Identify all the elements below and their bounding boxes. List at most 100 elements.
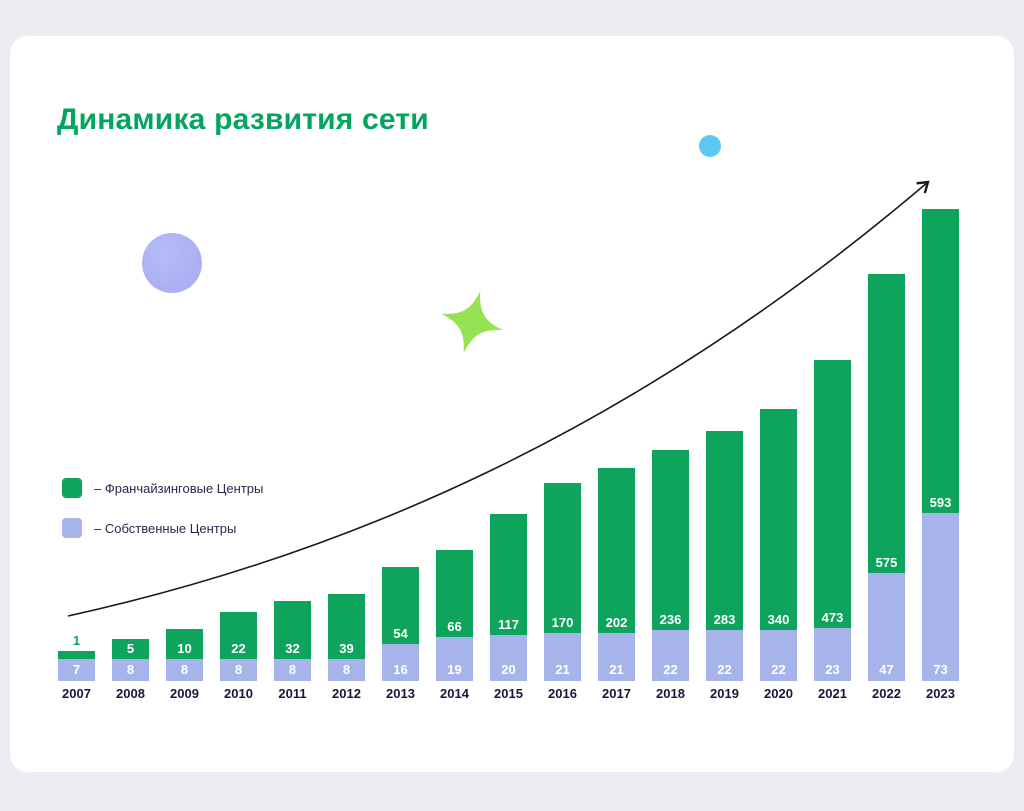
- franchise-value-label: 1: [72, 633, 81, 648]
- bar-2012: 39 8 2012: [328, 594, 365, 701]
- own-value-label: 22: [717, 662, 732, 677]
- franchise-value-label: 575: [875, 554, 898, 570]
- bar-2016: 170 21 2016: [544, 483, 581, 701]
- bar-2017: 202 21 2017: [598, 467, 635, 701]
- chart-card: Динамика развития сети – Франчайзинговые…: [10, 36, 1014, 772]
- own-bar-segment: 23: [814, 628, 851, 681]
- year-label: 2023: [926, 686, 955, 701]
- own-value-label: 20: [501, 662, 516, 677]
- own-bar-segment: 8: [220, 659, 257, 681]
- franchise-bar-segment: [544, 483, 581, 633]
- bar-2010: 22 8 2010: [220, 612, 257, 701]
- franchise-value-label: 236: [659, 612, 682, 628]
- own-value-label: 8: [180, 662, 189, 677]
- franchise-bar-segment: [922, 208, 959, 514]
- franchise-bar-segment: [490, 514, 527, 635]
- bar-stack: 32 8: [274, 601, 311, 681]
- bar-2015: 117 20 2015: [490, 514, 527, 701]
- bar-2021: 473 23 2021: [814, 360, 851, 701]
- own-bar-segment: 22: [706, 630, 743, 681]
- own-value-label: 73: [933, 661, 948, 677]
- bar-2022: 575 47 2022: [868, 273, 905, 701]
- own-value-label: 23: [825, 662, 840, 677]
- franchise-bar-segment: [706, 430, 743, 631]
- franchise-value-label: 117: [498, 617, 519, 632]
- franchise-value-label: 10: [177, 641, 192, 656]
- franchise-bar-segment: [436, 550, 473, 638]
- own-bar-segment: 7: [58, 659, 95, 681]
- own-bar-segment: 22: [652, 630, 689, 681]
- year-label: 2013: [386, 686, 415, 701]
- own-bar-segment: 8: [166, 659, 203, 681]
- year-label: 2016: [548, 686, 577, 701]
- franchise-bar-segment: [814, 360, 851, 629]
- bar-stack: 10 8: [166, 629, 203, 681]
- bar-2014: 66 19 2014: [436, 550, 473, 701]
- page-title: Динамика развития сети: [57, 103, 429, 136]
- own-value-label: 8: [234, 662, 243, 677]
- bar-stack: 593 73: [922, 208, 959, 682]
- own-value-label: 21: [609, 662, 624, 677]
- bar-stack: 54 16: [382, 566, 419, 682]
- bar-2007: 1 7 2007: [58, 634, 95, 701]
- own-bar-segment: 20: [490, 635, 527, 681]
- franchise-bar-segment: [166, 629, 203, 659]
- own-value-label: 8: [342, 662, 351, 677]
- franchise-value-label: 5: [126, 641, 135, 656]
- own-value-label: 47: [879, 662, 894, 677]
- bar-2009: 10 8 2009: [166, 629, 203, 701]
- legend-item-own: – Собственные Центры: [62, 518, 263, 538]
- own-bar-segment: 19: [436, 637, 473, 681]
- year-label: 2020: [764, 686, 793, 701]
- franchise-value-label: 66: [447, 619, 462, 635]
- bar-2019: 283 22 2019: [706, 430, 743, 701]
- year-label: 2015: [494, 686, 523, 701]
- franchise-bar-segment: [652, 450, 689, 631]
- bar-2011: 32 8 2011: [274, 601, 311, 701]
- bar-stack: 39 8: [328, 594, 365, 681]
- year-label: 2014: [440, 686, 469, 701]
- legend: – Франчайзинговые Центры – Собственные Ц…: [62, 478, 263, 558]
- year-label: 2018: [656, 686, 685, 701]
- own-value-label: 16: [393, 661, 408, 677]
- legend-swatch-own: [62, 518, 82, 538]
- year-label: 2008: [116, 686, 145, 701]
- bar-2018: 236 22 2018: [652, 450, 689, 701]
- franchise-bar-segment: [382, 566, 419, 645]
- own-bar-segment: 47: [868, 572, 905, 681]
- bar-stack: 283 22: [706, 430, 743, 681]
- own-value-label: 8: [126, 662, 135, 677]
- own-value-label: 19: [447, 661, 462, 677]
- year-label: 2010: [224, 686, 253, 701]
- own-bar-segment: 21: [598, 632, 635, 681]
- bar-stack: 575 47: [868, 273, 905, 681]
- year-label: 2009: [170, 686, 199, 701]
- own-bar-segment: 8: [274, 659, 311, 681]
- own-value-label: 22: [771, 662, 786, 677]
- year-label: 2012: [332, 686, 361, 701]
- year-label: 2021: [818, 686, 847, 701]
- legend-item-franchise: – Франчайзинговые Центры: [62, 478, 263, 498]
- franchise-value-label: 170: [551, 614, 574, 630]
- bar-stack: 202 21: [598, 467, 635, 681]
- own-value-label: 22: [663, 661, 678, 677]
- bar-2008: 5 8 2008: [112, 639, 149, 701]
- franchise-bar-segment: [112, 639, 149, 659]
- franchise-bar-segment: [220, 612, 257, 659]
- year-label: 2011: [278, 686, 307, 701]
- year-label: 2007: [62, 686, 91, 701]
- franchise-bar-segment: [760, 408, 797, 631]
- franchise-value-label: 39: [339, 641, 354, 656]
- own-bar-segment: 22: [760, 630, 797, 681]
- decor-dot-icon: [699, 135, 721, 157]
- own-value-label: 8: [288, 662, 297, 677]
- bar-2020: 340 22 2020: [760, 408, 797, 701]
- year-label: 2017: [602, 686, 631, 701]
- own-bar-segment: 21: [544, 632, 581, 681]
- franchise-bar-segment: [868, 273, 905, 573]
- year-label: 2019: [710, 686, 739, 701]
- franchise-bar-segment: [58, 651, 95, 659]
